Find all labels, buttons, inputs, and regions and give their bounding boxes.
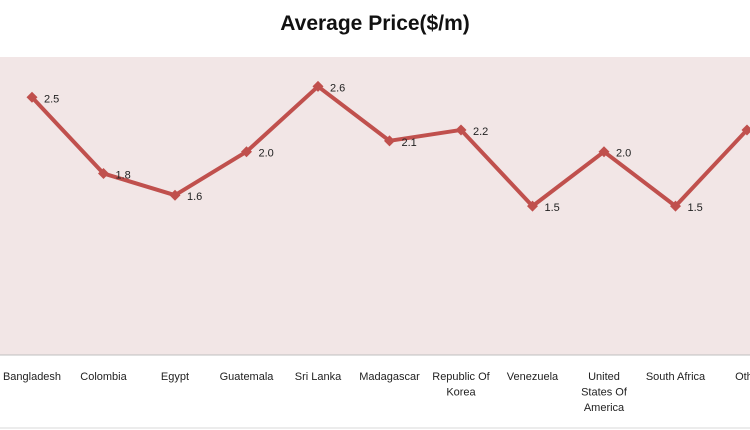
category-label: United States Of America [581,371,628,414]
data-point-marker [670,200,681,212]
data-point-marker [26,91,38,103]
data-label: 2.2 [473,126,488,138]
chart-title: Average Price($/m) [280,12,470,35]
data-point-marker [455,124,467,136]
category-label: Venezuela [507,371,559,383]
data-labels: 2.5 1.8 1.6 2.0 2.6 2.1 2.2 1.5 2.0 1.5 [44,82,703,214]
category-label: Sri Lanka [295,371,342,383]
data-label: 1.6 [187,191,202,203]
data-point-marker [384,135,395,147]
data-label: 2.5 [44,93,59,105]
category-label: Guatemala [220,371,275,383]
data-point-marker [312,80,324,92]
category-label: Bangladesh [3,371,61,383]
data-label: 1.8 [116,169,131,181]
category-label: Egypt [161,371,189,383]
data-label: 1.5 [688,202,703,214]
data-point-marker [527,200,538,212]
category-label: South Africa [646,371,706,383]
data-point-marker [741,124,750,136]
data-label: 2.1 [402,137,417,149]
data-label: 2.0 [259,148,274,160]
category-label: Madagascar [359,371,420,383]
data-label: 1.5 [545,202,560,214]
data-label: 2.0 [616,148,631,160]
category-label: Othe [735,371,750,383]
plot-area [0,57,750,355]
data-point-marker [98,167,109,179]
data-point-marker [241,146,252,158]
data-label: 2.6 [330,82,345,94]
data-point-marker [598,146,610,158]
category-label: Colombia [80,371,127,383]
category-labels: Bangladesh Colombia Egypt Guatemala Sri Lank… [3,371,750,414]
category-label: Republic Of Korea [432,371,490,399]
data-point-marker [169,189,181,201]
series-markers [26,80,750,212]
